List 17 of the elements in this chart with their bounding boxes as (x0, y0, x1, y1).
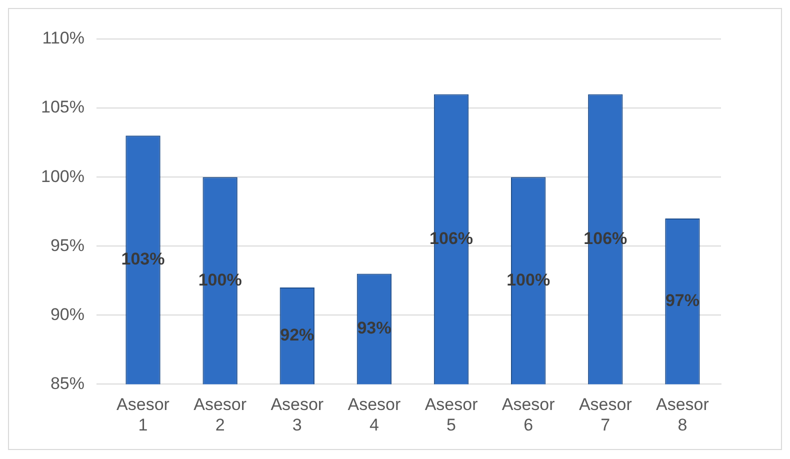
x-tick-label: Asesor 1 (116, 395, 170, 434)
y-tick-label: 85% (50, 374, 84, 393)
x-tick-label: Asesor 6 (502, 395, 556, 434)
x-tick-label: Asesor 5 (424, 395, 478, 434)
x-tick-label: Asesor 8 (656, 395, 710, 434)
data-label: 97% (665, 291, 700, 310)
x-tick-label: Asesor 2 (194, 395, 247, 434)
data-label: 93% (357, 318, 392, 338)
x-tick-label: Asesor 7 (578, 395, 632, 434)
data-label: 92% (280, 326, 314, 345)
y-tick-label: 100% (40, 166, 84, 186)
y-tick-label: 105% (40, 98, 84, 117)
y-tick-label: 110% (42, 28, 84, 48)
x-tick-label: Asesor 3 (270, 395, 324, 434)
y-tick-label: 90% (50, 304, 84, 324)
y-tick-label: 95% (50, 236, 84, 255)
x-tick-label: Asesor 4 (348, 395, 401, 434)
